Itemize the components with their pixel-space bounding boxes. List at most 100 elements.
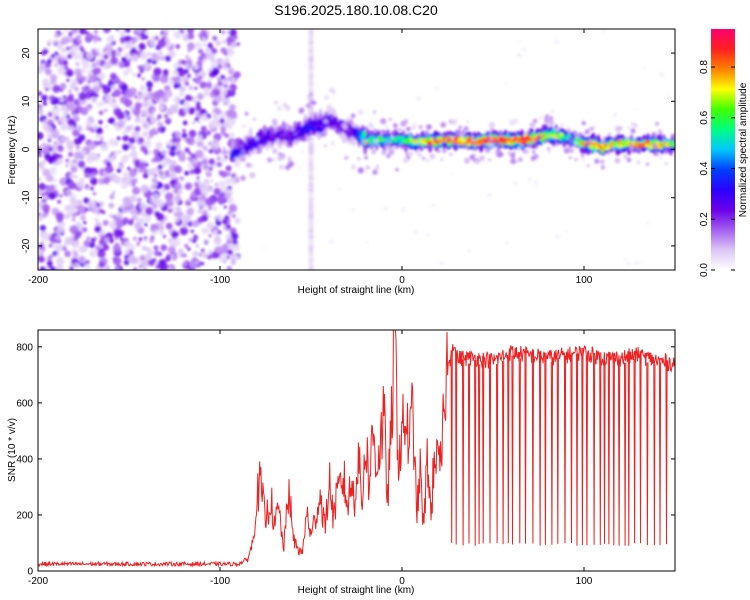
spectrogram-cell — [196, 176, 200, 180]
spectrogram-cell — [157, 39, 166, 48]
spectrogram-cell — [45, 78, 48, 82]
spectrogram-cell — [61, 32, 65, 36]
spectrogram-cell — [88, 74, 97, 83]
spectrogram-cell — [159, 263, 168, 270]
spectrogram-cell — [165, 199, 173, 207]
spectrogram-cell — [308, 139, 314, 143]
spectrogram-cell — [308, 67, 314, 71]
spectrogram-cell — [151, 59, 157, 65]
spectrogram-cell — [198, 75, 203, 80]
spectrogram-cell — [584, 143, 589, 148]
spectrogram-cell — [308, 154, 314, 158]
spectrogram-cell — [136, 35, 141, 40]
spectrogram-cell — [490, 127, 494, 132]
spectrogram-cell — [398, 127, 402, 132]
chart-title: S196.2025.180.10.08.C20 — [274, 2, 438, 18]
spectrogram-cell — [64, 250, 71, 258]
spectrogram-cell — [308, 261, 314, 265]
spectrogram-cell — [324, 144, 327, 148]
spectrogram-cell — [140, 184, 149, 194]
spectrogram-cell — [156, 182, 163, 189]
spectrogram-cell — [134, 222, 142, 230]
spectrogram-cell — [52, 40, 57, 44]
spectrogram-cell — [202, 43, 207, 47]
spectrogram-cell — [82, 220, 87, 225]
spectrogram-cell — [38, 91, 43, 96]
spectrogram-cell — [155, 141, 163, 150]
spectrogram-cell — [54, 51, 59, 56]
spectrogram-cell — [227, 211, 231, 215]
spectrogram-cell — [207, 78, 212, 83]
spectrogram-cell — [62, 60, 68, 66]
spectrogram-cell — [371, 149, 377, 155]
spectrogram-cell — [69, 266, 74, 270]
spectrogram-cell — [173, 96, 181, 103]
spectrogram-cell — [407, 151, 413, 157]
spectrogram-cell — [41, 142, 47, 148]
spectrogram-cell — [220, 130, 227, 136]
spectrogram-cell — [138, 264, 144, 269]
spectrogram-cell — [81, 61, 90, 69]
spectrogram-cell — [308, 223, 314, 227]
spectrogram-cell — [329, 239, 335, 245]
spectrogram-cell — [115, 212, 121, 218]
spectrogram-cell — [124, 249, 130, 255]
spectrogram-cell — [93, 200, 98, 205]
spectrogram-cell — [71, 45, 79, 53]
spectrogram-cell — [42, 101, 48, 106]
spectrogram-cell — [581, 154, 584, 158]
spectrogram-cell — [585, 129, 590, 134]
spectrogram-cell — [236, 42, 241, 46]
spectrogram-cell — [300, 149, 305, 154]
spectrogram-cell — [143, 149, 149, 155]
spectrogram-cell — [195, 101, 201, 107]
spectrogram-cell — [308, 206, 314, 210]
spectrogram-cell — [573, 141, 579, 146]
spectrogram-cell — [295, 126, 300, 132]
spectrogram-cell — [151, 98, 155, 102]
spectrogram-cell — [96, 212, 101, 217]
spectrogram-cell — [45, 87, 49, 92]
spectrogram-cell — [538, 115, 543, 120]
spectrogram-cell — [184, 147, 190, 153]
spectrogram-cell — [49, 95, 55, 101]
spectrogram-cell — [92, 192, 96, 196]
spectrogram-cell — [299, 121, 303, 125]
spectrogram-cell — [205, 171, 212, 178]
spectrogram-cell — [168, 49, 176, 57]
spectrogram-cell — [168, 170, 173, 175]
spectrogram-cell — [231, 77, 237, 83]
spectrogram-cell — [154, 131, 158, 135]
spectrogram-cell — [308, 76, 314, 80]
spectrogram-cell — [198, 130, 202, 135]
spectrogram-cell — [566, 127, 572, 133]
spectrogram-cell — [162, 234, 166, 238]
spectrogram-cell — [628, 144, 635, 151]
spectrogram-cell — [467, 249, 472, 253]
spectrogram-cell — [430, 154, 434, 157]
spectrogram-cell — [76, 179, 85, 189]
spectrogram-cell — [74, 68, 83, 77]
spectrogram-cell — [586, 164, 590, 167]
spectrogram-cell — [131, 179, 136, 184]
spectrogram-cell — [496, 152, 502, 158]
spectrogram-cell — [175, 142, 181, 147]
colorbar-tick-label: 0.0 — [699, 263, 710, 277]
spectrogram-cell — [228, 204, 238, 213]
spectrogram-cell — [63, 136, 70, 142]
spectrogram-cell — [122, 153, 130, 161]
spectrogram-cell — [513, 118, 519, 124]
spectrogram-cell — [187, 73, 191, 78]
spectrogram-cell — [121, 56, 127, 63]
spectrogram-cell — [230, 41, 238, 49]
spectrogram-cell — [663, 149, 669, 154]
spectrogram-cell — [222, 158, 227, 164]
spectrogram-cell — [39, 266, 46, 270]
spectrogram-cell — [614, 157, 621, 164]
spectrogram-cell — [386, 153, 391, 159]
spectrogram-cell — [298, 108, 305, 114]
spectrogram-cell — [308, 110, 314, 114]
spectrogram-cell — [308, 212, 314, 216]
spectrogram-cell — [41, 63, 46, 67]
spectrogram-cell — [438, 260, 444, 266]
